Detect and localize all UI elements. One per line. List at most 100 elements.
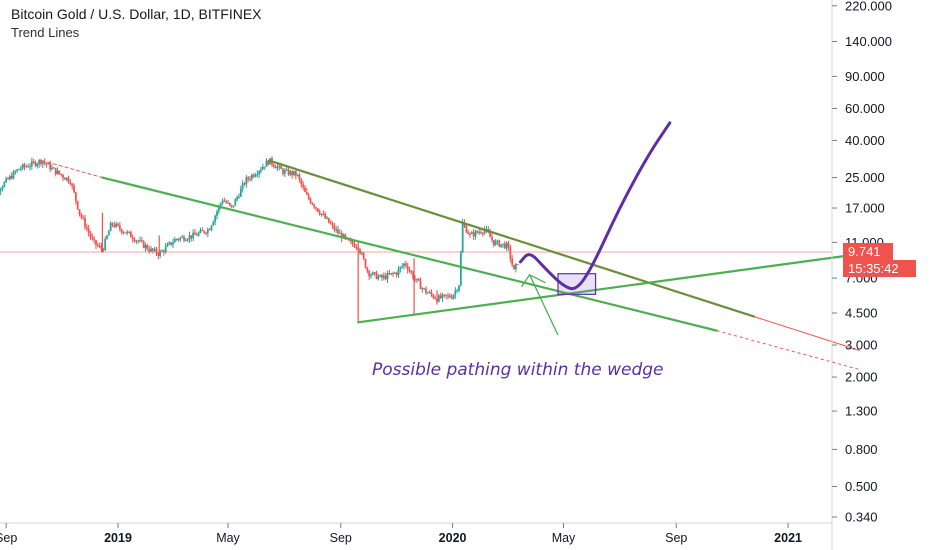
candle: [85, 223, 88, 232]
candle: [23, 162, 26, 171]
candle: [80, 212, 83, 220]
candle: [245, 174, 248, 188]
candle: [309, 197, 312, 204]
candle: [437, 293, 440, 303]
candle: [368, 269, 371, 281]
candle: [181, 234, 184, 238]
candle: [140, 236, 143, 243]
candle: [447, 292, 449, 300]
projection[interactable]: [518, 121, 672, 336]
candle: [393, 271, 396, 275]
candle: [293, 171, 295, 177]
candle: [63, 177, 66, 180]
trendline[interactable]: [101, 176, 718, 332]
candle: [91, 233, 94, 241]
candle: [223, 197, 226, 202]
candle: [439, 292, 442, 300]
candle: [390, 272, 393, 276]
candle: [458, 284, 460, 293]
candle: [355, 244, 358, 251]
candle: [360, 251, 363, 256]
candle: [241, 180, 244, 193]
candle: [29, 163, 31, 171]
candle: [408, 266, 411, 273]
candle: [128, 231, 130, 234]
candle: [430, 289, 433, 297]
arrow-shaft: [528, 274, 559, 336]
candle: [381, 273, 383, 281]
candle: [247, 175, 250, 183]
candle: [254, 173, 257, 178]
candle: [307, 192, 310, 201]
candle: [443, 294, 446, 298]
candle: [258, 170, 261, 178]
candle: [155, 246, 158, 257]
candle: [509, 244, 512, 263]
last-price-value: 9.741: [848, 244, 881, 259]
price-axis[interactable]: 220.000 140.000 90.000 60.000 40.000 25.000 17…: [831, 0, 892, 550]
candle: [113, 221, 116, 229]
candle: [84, 214, 86, 230]
candle: [65, 177, 68, 182]
trendline-extension: [716, 330, 860, 371]
candle: [494, 238, 497, 246]
candle: [74, 191, 77, 205]
candle: [124, 232, 127, 234]
candle: [199, 227, 202, 234]
candle: [135, 239, 138, 245]
candle: [425, 286, 427, 295]
candle: [150, 245, 152, 253]
candle: [333, 222, 336, 233]
candle: [67, 175, 70, 184]
candle: [260, 166, 262, 174]
candle: [146, 243, 149, 251]
candle: [111, 222, 114, 228]
time-axis[interactable]: Sep 2019 May Sep 2020 May Sep 2021: [0, 522, 832, 545]
candle: [256, 170, 259, 178]
candle: [291, 169, 294, 179]
candle: [384, 272, 387, 281]
candle: [375, 270, 378, 280]
candle: [302, 181, 305, 191]
candle: [122, 230, 125, 235]
candle: [274, 164, 277, 169]
candle: [489, 228, 492, 238]
candle: [166, 242, 169, 247]
trendline[interactable]: [268, 159, 756, 318]
candle: [41, 161, 44, 169]
candle: [496, 239, 499, 245]
trendline[interactable]: [357, 252, 861, 324]
candle: [335, 225, 338, 234]
candle: [474, 229, 477, 240]
candle: [87, 224, 90, 237]
candle: [118, 221, 121, 232]
candle: [362, 251, 365, 261]
candle: [395, 271, 398, 278]
candle: [19, 165, 22, 172]
candle: [261, 163, 264, 170]
y-tick-label: 25.000: [845, 170, 885, 185]
target-box[interactable]: [557, 273, 597, 295]
candle: [513, 264, 515, 270]
y-tick-label: 60.000: [845, 101, 885, 116]
candle: [0, 187, 2, 196]
candle: [392, 271, 394, 277]
candle: [3, 180, 6, 188]
x-tick-label: Sep: [0, 531, 17, 545]
indicator-legend[interactable]: Trend Lines: [11, 25, 80, 40]
candle: [481, 232, 484, 237]
candle: [159, 249, 162, 259]
candle: [58, 170, 61, 175]
candle: [298, 172, 301, 183]
trendlines[interactable]: [41, 159, 861, 371]
candle: [445, 294, 448, 300]
candle: [5, 176, 8, 183]
candle: [183, 234, 185, 243]
countdown-value: 15:35:42: [848, 261, 899, 276]
projection-path[interactable]: [518, 121, 672, 291]
candle: [120, 228, 123, 235]
y-tick-label: 3.000: [845, 338, 878, 353]
trendline[interactable]: [41, 160, 103, 179]
candle: [131, 234, 134, 243]
